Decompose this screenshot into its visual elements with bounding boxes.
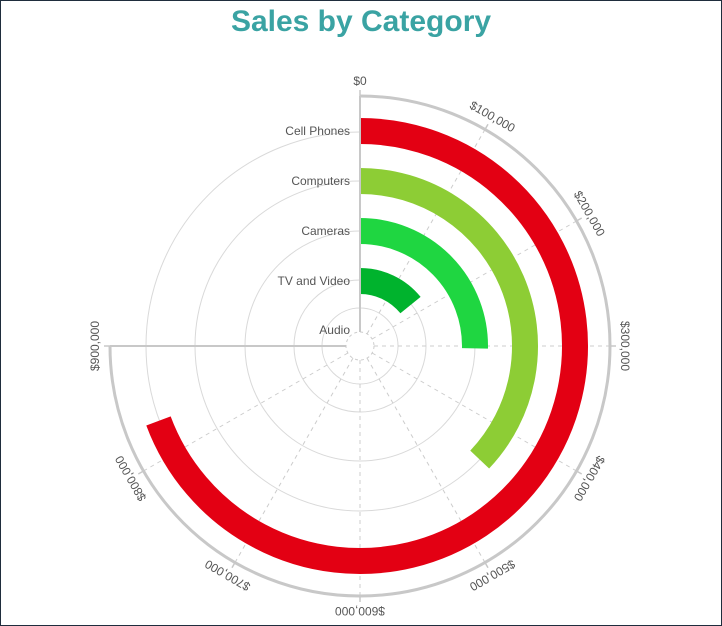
tick-mark xyxy=(576,217,583,222)
tick-label: $500,000 xyxy=(467,557,518,594)
tick-label: $400,000 xyxy=(571,453,608,504)
tick-label: $300,000 xyxy=(618,321,632,371)
category-label: Cameras xyxy=(301,224,350,238)
category-label: Computers xyxy=(291,174,350,188)
bar-cameras xyxy=(359,218,488,349)
tick-mark xyxy=(137,470,144,475)
tick-mark xyxy=(576,470,583,475)
tick-mark xyxy=(484,562,489,569)
chart-title: Sales by Category xyxy=(230,5,492,38)
tick-label: $0 xyxy=(353,74,367,88)
axis xyxy=(104,90,616,602)
tick-label: $700,000 xyxy=(202,557,253,594)
bar-tv-and-video xyxy=(359,268,421,314)
category-label: Cell Phones xyxy=(285,124,350,138)
tick-label: $800,000 xyxy=(112,453,149,504)
tick-label: $200,000 xyxy=(571,188,608,239)
category-label: TV and Video xyxy=(278,274,351,288)
bars xyxy=(146,118,588,574)
tick-label: $600,000 xyxy=(335,604,385,618)
tick-mark xyxy=(231,562,236,569)
category-label: Audio xyxy=(319,323,350,337)
tick-label: $100,000 xyxy=(467,98,518,135)
bar-cell-phones xyxy=(146,118,588,574)
tick-label: $900,000 xyxy=(88,321,102,371)
tick-mark xyxy=(484,123,489,130)
bar-computers xyxy=(359,168,538,469)
axis-arc xyxy=(108,94,612,598)
grid xyxy=(143,129,610,596)
inner-ring xyxy=(345,331,375,361)
